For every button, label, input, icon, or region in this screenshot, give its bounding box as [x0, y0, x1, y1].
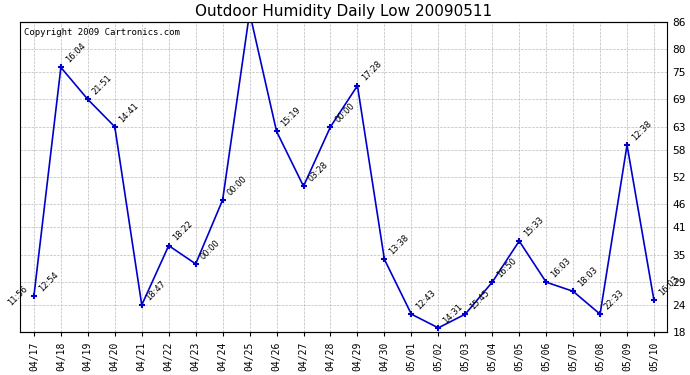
Text: 16:03: 16:03 — [657, 274, 680, 298]
Text: 13:38: 13:38 — [387, 233, 411, 256]
Text: 15:45: 15:45 — [468, 288, 491, 311]
Text: 16:50: 16:50 — [495, 256, 518, 279]
Text: 12:54: 12:54 — [37, 270, 60, 293]
Text: 16:03: 16:03 — [549, 256, 572, 279]
Text: 22:33: 22:33 — [603, 288, 627, 311]
Text: 14:31: 14:31 — [441, 302, 464, 325]
Text: 00:00: 00:00 — [333, 101, 357, 124]
Text: 17:28: 17:28 — [360, 60, 384, 83]
Text: 14:41: 14:41 — [117, 101, 141, 124]
Text: 18:22: 18:22 — [172, 220, 195, 243]
Text: 12:38: 12:38 — [630, 119, 653, 142]
Text: 15:33: 15:33 — [522, 215, 545, 238]
Text: 21:51: 21:51 — [90, 74, 114, 97]
Text: 18:03: 18:03 — [576, 265, 599, 288]
Title: Outdoor Humidity Daily Low 20090511: Outdoor Humidity Daily Low 20090511 — [195, 4, 493, 19]
Text: 16:01: 16:01 — [0, 374, 1, 375]
Text: 00:00: 00:00 — [199, 238, 221, 261]
Text: Copyright 2009 Cartronics.com: Copyright 2009 Cartronics.com — [23, 28, 179, 37]
Text: 00:00: 00:00 — [226, 174, 248, 197]
Text: 03:28: 03:28 — [306, 160, 330, 183]
Text: 15:19: 15:19 — [279, 105, 302, 129]
Text: 12:43: 12:43 — [414, 288, 437, 311]
Text: 18:47: 18:47 — [144, 279, 168, 302]
Text: 11:56: 11:56 — [6, 284, 30, 308]
Text: 16:04: 16:04 — [63, 41, 87, 64]
